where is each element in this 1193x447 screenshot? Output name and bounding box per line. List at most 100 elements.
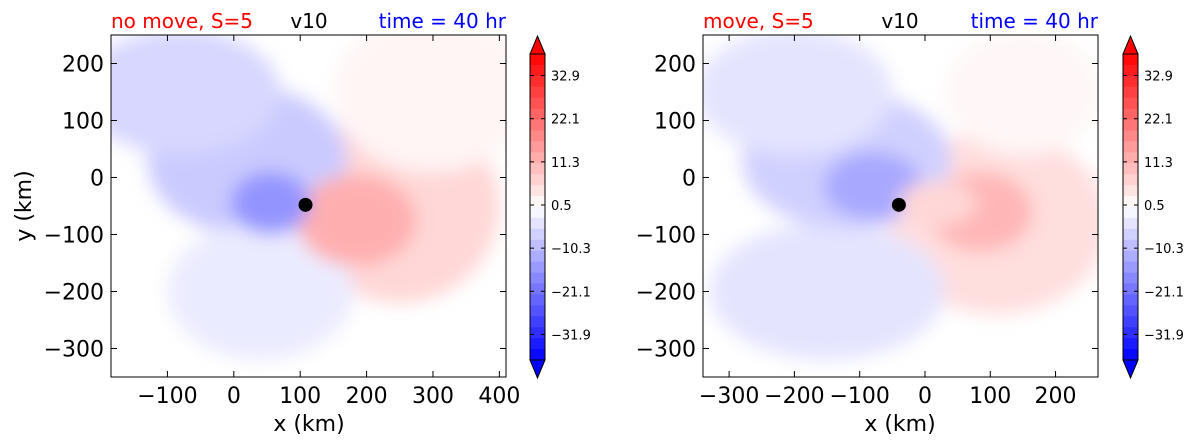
colorbar-frame — [1122, 53, 1139, 361]
colorbar-band — [1123, 130, 1138, 143]
x-tick-label: 0 — [227, 384, 241, 409]
colorbar-tick-label: 32.9 — [1144, 70, 1173, 85]
colorbar-band — [1123, 217, 1138, 230]
y-tick-label: 100 — [654, 110, 696, 135]
colorbar-tick-label: −31.9 — [1144, 328, 1184, 343]
plot-frame — [702, 34, 1099, 378]
colorbar-band — [1123, 272, 1138, 285]
colorbar-tick-label: 11.3 — [1144, 156, 1173, 171]
colorbar-band — [530, 349, 545, 361]
heatmap-field — [111, 35, 506, 360]
field-lobe-positive — [898, 180, 978, 226]
colorbar-band — [530, 64, 545, 77]
colorbar-band — [530, 196, 545, 208]
colorbar-bands — [530, 54, 545, 361]
colorbar-tick-label: −31.9 — [551, 328, 591, 343]
x-tick-label: 100 — [279, 384, 321, 409]
colorbar-extend-min — [529, 359, 546, 380]
colorbar-tick-label: −10.3 — [1144, 242, 1184, 257]
colorbar-band — [530, 272, 545, 285]
y-tick-label: 200 — [654, 53, 696, 78]
colorbar-band — [530, 327, 545, 339]
panel-title-left: no move, S=5 — [111, 9, 253, 33]
colorbar-tick-label: 11.3 — [551, 156, 580, 171]
x-tick-label: 0 — [918, 384, 932, 409]
x-axis-label: x (km) — [864, 412, 935, 437]
colorbar-tick-label: 22.1 — [551, 113, 580, 128]
field-lobe-negative — [167, 223, 354, 360]
field-lobe-negative — [703, 35, 893, 155]
panel-move: move, S=5 v10 time = 40 hr −300 −200 −100 0… — [636, 9, 1184, 437]
colorbar-band — [530, 239, 545, 252]
y-axis-ticks: −300 −200 −100 0 100 200 — [636, 53, 1098, 363]
colorbar-band — [530, 185, 545, 197]
colorbar-band — [1123, 196, 1138, 208]
colorbar-band — [530, 97, 545, 110]
colorbar-tick-label: −21.1 — [1144, 285, 1184, 300]
x-tick-label: 100 — [969, 384, 1011, 409]
colorbar-band — [530, 163, 545, 175]
x-tick-label: 400 — [478, 384, 520, 409]
field-lobe-negative — [230, 171, 311, 235]
colorbar-tick-label: −21.1 — [551, 285, 591, 300]
colorbar-band — [1123, 64, 1138, 77]
colorbar-tick-label: 22.1 — [1144, 113, 1173, 128]
colorbar-band — [530, 228, 545, 241]
colorbar-tick-label: 0.5 — [1144, 199, 1165, 214]
colorbar-band — [530, 86, 545, 99]
x-tick-label: 200 — [346, 384, 388, 409]
panel-title-right: time = 40 hr — [971, 9, 1099, 33]
colorbar-extend-max — [1122, 34, 1139, 55]
x-axis-label: x (km) — [273, 412, 344, 437]
colorbar-band — [1123, 316, 1138, 328]
colorbar-band — [530, 207, 545, 219]
y-tick-label: −200 — [636, 281, 696, 306]
colorbar-band — [1123, 261, 1138, 274]
colorbar-band — [1123, 239, 1138, 252]
colorbar-extend-max — [529, 34, 546, 55]
colorbar-band — [1123, 294, 1138, 306]
panel-title-mid: v10 — [290, 9, 327, 33]
panel-title-right: time = 40 hr — [379, 9, 507, 33]
x-tick-label: −100 — [829, 384, 889, 409]
colorbar-band — [1123, 108, 1138, 121]
colorbar-band — [530, 316, 545, 328]
colorbar-band — [1123, 185, 1138, 197]
storm-center-marker — [298, 197, 313, 212]
colorbar-band — [530, 54, 545, 66]
storm-center-marker — [891, 197, 906, 212]
colorbar-tick-label: 32.9 — [551, 70, 580, 85]
field-lobe-positive — [296, 174, 417, 266]
colorbar-band — [1123, 141, 1138, 153]
colorbar-band — [1123, 228, 1138, 241]
colorbar-frame — [529, 53, 546, 361]
y-tick-label: 200 — [62, 53, 104, 78]
colorbar-band — [530, 217, 545, 230]
y-tick-label: −100 — [44, 224, 104, 249]
x-axis-ticks: −300 −200 −100 0 100 200 — [699, 35, 1077, 409]
panel-title-mid: v10 — [881, 9, 918, 33]
colorbar-band — [530, 261, 545, 274]
y-tick-label: −200 — [44, 281, 104, 306]
heatmap-field — [703, 35, 1098, 360]
colorbar-band — [530, 174, 545, 186]
colorbar-ticks: 32.9 22.1 11.3 0.5 −10.3 −21.1 −31.9 — [1123, 70, 1184, 343]
y-axis-ticks: −300 −200 −100 0 100 200 — [44, 53, 506, 363]
colorbar-band — [1123, 163, 1138, 175]
x-tick-label: −100 — [137, 384, 197, 409]
colorbar-band — [530, 305, 545, 317]
x-tick-label: −200 — [764, 384, 824, 409]
colorbar-band — [530, 250, 545, 263]
colorbar-tick-label: −10.3 — [551, 242, 591, 257]
colorbar-band — [530, 338, 545, 350]
colorbar-band — [530, 119, 545, 132]
colorbar-band — [530, 75, 545, 88]
colorbar-band — [1123, 283, 1138, 296]
field-lobe-positive — [944, 35, 1098, 155]
colorbar-band — [1123, 75, 1138, 88]
y-axis-label: y (km) — [12, 170, 37, 241]
panel-no-move: no move, S=5 v10 time = 40 hr −100 0 100 20… — [12, 9, 591, 437]
colorbar-band — [530, 108, 545, 121]
colorbar-band — [1123, 174, 1138, 186]
